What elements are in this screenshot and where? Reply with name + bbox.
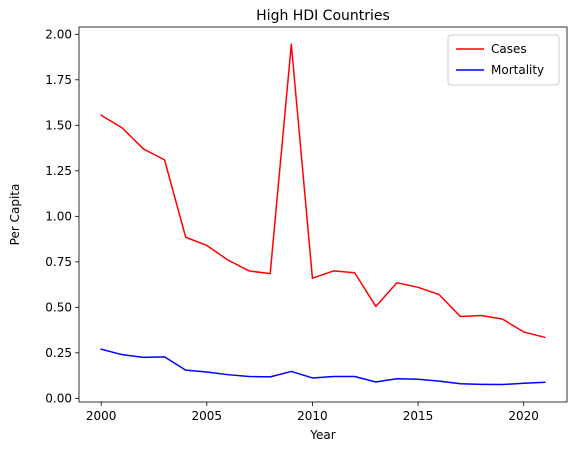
- y-tick-label: 0.50: [45, 300, 72, 314]
- y-tick-label: 2.00: [45, 27, 72, 41]
- x-tick-label: 2000: [86, 409, 117, 423]
- y-axis: 0.00 0.25 0.50 0.75 1.00 1.25 1.50 1.75 2.00: [45, 27, 79, 405]
- plot-area: 2000 2005 2010 2015 2020 0.00 0.25 0.50 0.75 1.0…: [45, 26, 568, 423]
- series-line-mortality: [100, 348, 546, 386]
- legend: Cases Mortality: [447, 34, 560, 86]
- x-axis: 2000 2005 2010 2015 2020: [86, 402, 539, 423]
- x-tick-label: 2015: [403, 409, 434, 423]
- x-tick-label: 2020: [508, 409, 539, 423]
- y-tick-label: 1.25: [45, 164, 72, 178]
- y-tick-label: 1.75: [45, 73, 72, 87]
- y-tick-label: 0.25: [45, 346, 72, 360]
- chart-title: High HDI Countries: [256, 8, 390, 24]
- legend-label-mortality: Mortality: [491, 63, 544, 77]
- x-axis-title: Year: [309, 428, 335, 442]
- y-tick-label: 1.00: [45, 209, 72, 223]
- legend-label-cases: Cases: [491, 42, 527, 56]
- series-line-cases: [100, 43, 546, 339]
- y-tick-label: 0.00: [45, 391, 72, 405]
- x-tick-label: 2010: [297, 409, 328, 423]
- plot-frame: [78, 26, 568, 403]
- y-tick-label: 1.50: [45, 118, 72, 132]
- x-tick-label: 2005: [192, 409, 223, 423]
- series-lines: [100, 43, 546, 386]
- legend-box: [447, 34, 560, 86]
- y-tick-label: 0.75: [45, 255, 72, 269]
- y-axis-title: Per Capita: [8, 184, 22, 246]
